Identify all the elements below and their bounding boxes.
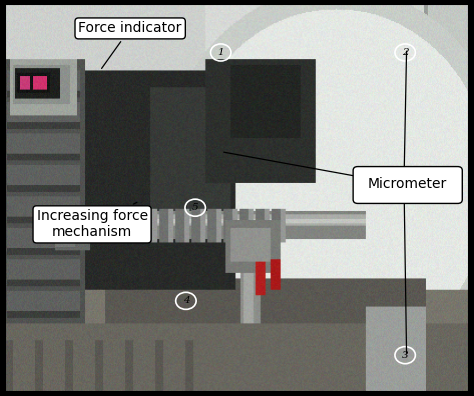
Text: 2: 2: [402, 48, 409, 57]
Text: 1: 1: [218, 48, 224, 57]
Text: Force indicator: Force indicator: [79, 21, 182, 69]
Text: Increasing force
mechanism: Increasing force mechanism: [36, 202, 147, 240]
Text: 3: 3: [402, 351, 409, 360]
Text: 4: 4: [182, 296, 189, 305]
Text: 5: 5: [192, 203, 199, 212]
FancyBboxPatch shape: [353, 167, 462, 204]
Text: Micrometer: Micrometer: [368, 177, 447, 191]
